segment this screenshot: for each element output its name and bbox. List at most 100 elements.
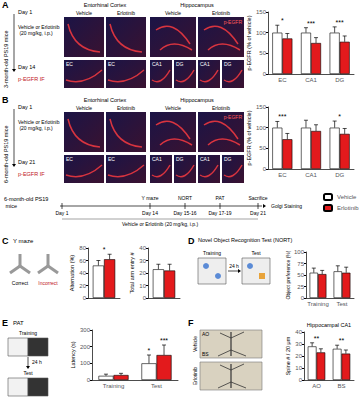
svg-text:Y maze: Y maze bbox=[142, 195, 159, 201]
svg-text:Day 21: Day 21 bbox=[18, 159, 35, 165]
svg-text:Day 1: Day 1 bbox=[18, 9, 32, 15]
svg-text:0: 0 bbox=[263, 71, 267, 77]
svg-text:20: 20 bbox=[139, 270, 146, 276]
svg-text:***: *** bbox=[336, 19, 344, 26]
svg-text:*: * bbox=[103, 246, 106, 253]
svg-text:DG: DG bbox=[335, 77, 344, 83]
svg-text:DG: DG bbox=[224, 156, 232, 162]
svg-text:E: E bbox=[2, 318, 8, 328]
svg-text:*: * bbox=[148, 347, 151, 354]
svg-text:Latency (s): Latency (s) bbox=[70, 341, 76, 368]
svg-text:0: 0 bbox=[263, 166, 267, 172]
svg-text:Hippocampal CA1: Hippocampal CA1 bbox=[307, 322, 351, 328]
svg-text:CA1: CA1 bbox=[305, 77, 317, 83]
svg-text:*: * bbox=[338, 113, 341, 120]
svg-text:Day 14: Day 14 bbox=[18, 64, 35, 70]
svg-text:A: A bbox=[2, 0, 9, 10]
svg-text:Total arm entry #: Total arm entry # bbox=[129, 252, 135, 294]
svg-text:0: 0 bbox=[143, 295, 147, 301]
svg-text:40: 40 bbox=[79, 270, 86, 276]
svg-text:6-month-old PS19: 6-month-old PS19 bbox=[4, 196, 48, 202]
svg-text:50: 50 bbox=[259, 145, 266, 151]
svg-text:Hippocampus: Hippocampus bbox=[180, 2, 214, 8]
svg-text:Entorhinal Cortex: Entorhinal Cortex bbox=[84, 2, 127, 8]
svg-text:6-month-old PS19 mice: 6-month-old PS19 mice bbox=[3, 126, 9, 183]
svg-text:Test: Test bbox=[336, 301, 347, 307]
svg-text:40: 40 bbox=[139, 245, 146, 251]
svg-text:Vehicle: Vehicle bbox=[337, 194, 357, 200]
svg-text:AO: AO bbox=[312, 383, 321, 389]
svg-text:(20 mg/kg, i.p.): (20 mg/kg, i.p.) bbox=[18, 125, 53, 131]
svg-text:Training: Training bbox=[203, 250, 221, 256]
svg-text:50: 50 bbox=[297, 272, 304, 278]
svg-text:200: 200 bbox=[80, 344, 91, 350]
svg-text:CA1: CA1 bbox=[305, 172, 317, 178]
svg-text:EC: EC bbox=[278, 172, 287, 178]
svg-text:0: 0 bbox=[299, 377, 303, 383]
svg-text:100: 100 bbox=[294, 249, 305, 255]
svg-text:150: 150 bbox=[256, 104, 267, 110]
svg-text:24 h: 24 h bbox=[229, 263, 239, 269]
svg-text:CA1: CA1 bbox=[152, 61, 162, 67]
svg-text:Training: Training bbox=[19, 330, 37, 336]
svg-text:24 h: 24 h bbox=[32, 359, 42, 365]
svg-text:Novel Object Recognition Test: Novel Object Recognition Test (NORT) bbox=[198, 237, 292, 243]
svg-text:Y maze: Y maze bbox=[13, 238, 34, 244]
svg-text:***: *** bbox=[160, 337, 168, 344]
svg-text:Object preference (%): Object preference (%) bbox=[285, 250, 291, 299]
svg-text:PAT: PAT bbox=[13, 320, 24, 326]
svg-text:Erlotinib: Erlotinib bbox=[117, 10, 135, 16]
svg-text:0: 0 bbox=[301, 295, 305, 301]
svg-text:25: 25 bbox=[297, 284, 304, 290]
svg-text:100: 100 bbox=[256, 125, 267, 131]
svg-text:10: 10 bbox=[295, 365, 302, 371]
svg-text:AO: AO bbox=[202, 331, 209, 337]
svg-text:Test: Test bbox=[23, 370, 33, 376]
svg-text:Vehicle or Erlotinib (20 mg/kg: Vehicle or Erlotinib (20 mg/kg, i.p.) bbox=[122, 221, 198, 227]
svg-text:EC: EC bbox=[66, 61, 73, 67]
svg-text:Day 1: Day 1 bbox=[55, 210, 68, 216]
svg-text:100: 100 bbox=[256, 30, 267, 36]
svg-text:(20 mg/kg, i.p.): (20 mg/kg, i.p.) bbox=[18, 30, 53, 36]
svg-text:**: ** bbox=[314, 335, 320, 342]
svg-text:Spine # / 20 μm: Spine # / 20 μm bbox=[285, 336, 291, 375]
svg-text:DG: DG bbox=[176, 156, 184, 162]
svg-text:Erlotinib: Erlotinib bbox=[212, 105, 230, 111]
svg-text:Erlotinib: Erlotinib bbox=[337, 205, 359, 211]
svg-text:Alternation (%): Alternation (%) bbox=[69, 255, 75, 292]
svg-text:p-EGFR IF: p-EGFR IF bbox=[18, 76, 45, 82]
svg-text:p-EGFR: p-EGFR bbox=[224, 114, 243, 120]
svg-text:CA1: CA1 bbox=[152, 156, 162, 162]
svg-text:p-EGFR: p-EGFR bbox=[224, 19, 243, 25]
svg-text:30: 30 bbox=[295, 341, 302, 347]
svg-text:p-EGFR IF: p-EGFR IF bbox=[18, 171, 45, 177]
svg-text:C: C bbox=[2, 236, 9, 246]
svg-text:0: 0 bbox=[87, 377, 91, 383]
svg-text:Vehicle: Vehicle bbox=[192, 336, 198, 352]
svg-text:80: 80 bbox=[79, 245, 86, 251]
svg-text:PAT: PAT bbox=[216, 195, 225, 201]
svg-text:0: 0 bbox=[83, 295, 87, 301]
svg-text:EC: EC bbox=[278, 77, 287, 83]
svg-text:100: 100 bbox=[80, 360, 91, 366]
svg-text:Golgi Staining: Golgi Staining bbox=[271, 203, 302, 209]
svg-text:Day 14: Day 14 bbox=[142, 210, 158, 216]
svg-text:75: 75 bbox=[297, 261, 304, 267]
svg-text:CA1: CA1 bbox=[200, 156, 210, 162]
svg-text:***: *** bbox=[278, 113, 286, 120]
svg-text:EC: EC bbox=[66, 156, 73, 162]
svg-text:p-EGFR (% of vehicle): p-EGFR (% of vehicle) bbox=[246, 15, 252, 70]
svg-text:300: 300 bbox=[80, 327, 91, 333]
svg-text:F: F bbox=[188, 318, 194, 328]
svg-text:Day 1: Day 1 bbox=[18, 104, 32, 110]
svg-text:Test: Test bbox=[151, 383, 162, 389]
svg-text:DG: DG bbox=[176, 61, 184, 67]
svg-text:Erlotinib: Erlotinib bbox=[117, 105, 135, 111]
svg-text:150: 150 bbox=[256, 9, 267, 15]
svg-text:10: 10 bbox=[139, 283, 146, 289]
svg-text:p-EGFR (% of vehicle): p-EGFR (% of vehicle) bbox=[246, 110, 252, 165]
svg-text:*: * bbox=[281, 17, 284, 24]
svg-text:BS: BS bbox=[337, 383, 345, 389]
svg-text:Correct: Correct bbox=[12, 280, 29, 286]
svg-text:Vehicle: Vehicle bbox=[76, 105, 92, 111]
